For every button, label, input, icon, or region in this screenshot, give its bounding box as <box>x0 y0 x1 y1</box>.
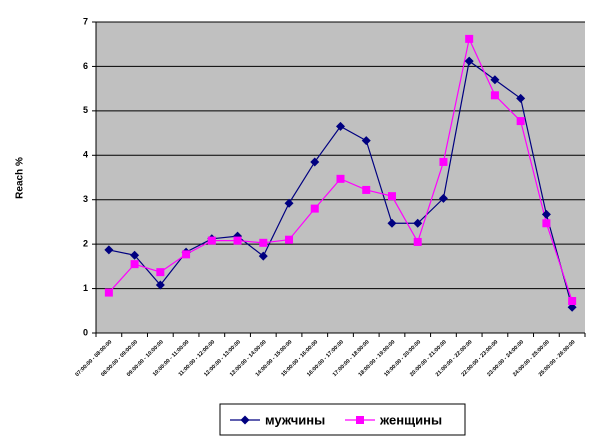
marker <box>336 174 345 183</box>
legend <box>219 403 466 436</box>
marker <box>490 75 500 85</box>
marker <box>240 415 250 425</box>
marker <box>387 218 397 228</box>
y-tick-label: 5 <box>83 105 88 115</box>
marker <box>413 237 422 246</box>
marker <box>130 250 140 260</box>
y-tick-label: 6 <box>83 61 88 71</box>
marker <box>284 198 294 208</box>
marker <box>285 235 294 244</box>
marker <box>542 219 551 228</box>
marker <box>541 209 551 219</box>
marker <box>465 34 474 43</box>
marker <box>439 157 448 166</box>
marker <box>182 250 191 259</box>
marker <box>516 117 525 126</box>
y-axis-label: Reach % <box>15 157 26 199</box>
y-tick-label: 7 <box>83 16 88 26</box>
marker <box>490 91 499 100</box>
marker <box>207 236 216 245</box>
y-tick-label: 3 <box>83 194 88 204</box>
legend-label: мужчины <box>265 412 325 427</box>
marker <box>258 251 268 261</box>
marker <box>259 238 268 247</box>
marker <box>516 93 526 103</box>
marker <box>104 245 114 255</box>
marker <box>356 416 364 424</box>
marker <box>310 157 320 167</box>
marker <box>310 204 319 213</box>
y-tick-label: 2 <box>83 239 88 249</box>
marker <box>387 192 396 201</box>
marker <box>438 193 448 203</box>
marker <box>413 218 423 228</box>
marker <box>155 280 165 290</box>
y-tick-label: 1 <box>83 283 88 293</box>
marker <box>464 56 474 66</box>
y-tick-label: 0 <box>83 327 88 337</box>
marker <box>104 288 113 297</box>
marker <box>336 121 345 131</box>
marker <box>233 236 242 245</box>
marker <box>130 260 139 269</box>
marker <box>361 136 371 146</box>
y-tick-label: 4 <box>83 150 88 160</box>
legend-label: женщины <box>379 412 442 427</box>
marker <box>156 268 165 277</box>
marker <box>362 185 371 194</box>
marker <box>568 297 577 306</box>
